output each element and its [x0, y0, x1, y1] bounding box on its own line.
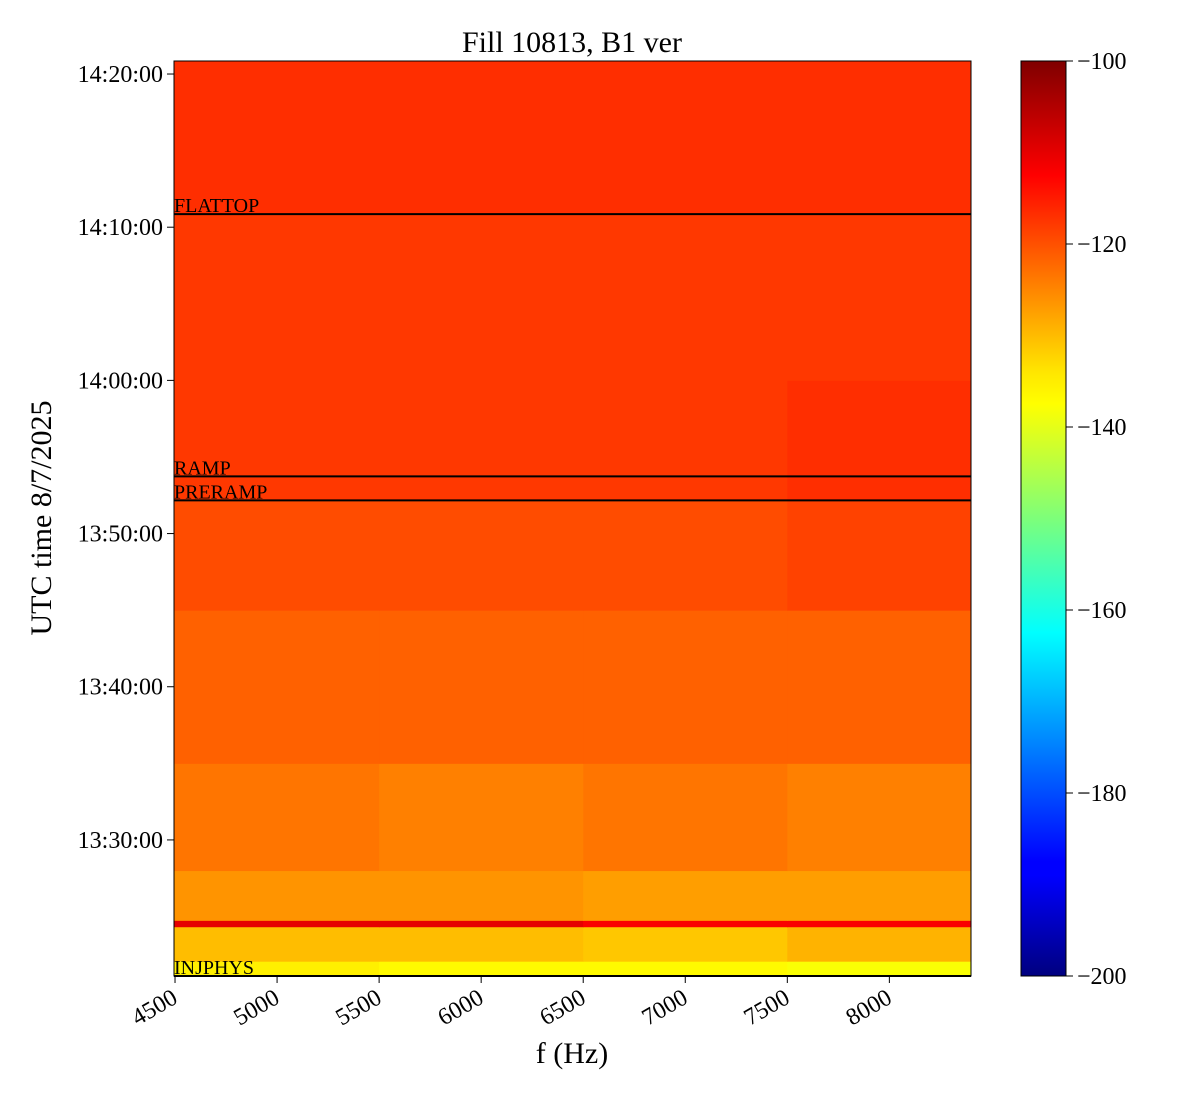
heatmap-cell: [174, 920, 380, 928]
heatmap-cell: [379, 214, 584, 381]
heatmap-cell: [787, 500, 971, 611]
y-tick-label: 14:20:00: [78, 62, 163, 88]
heatmap-cell: [379, 610, 584, 764]
heatmap-cell: [583, 61, 788, 215]
heatmap-cell: [379, 870, 584, 921]
heatmap-cell: [583, 500, 788, 611]
heatmap-cell: [787, 961, 971, 976]
heatmap-cell: [787, 214, 971, 381]
heatmap-cell: [787, 380, 971, 501]
y-tick-label: 14:00:00: [78, 368, 163, 394]
colorbar-frame: [1020, 60, 1067, 977]
heatmap-cell: [379, 763, 584, 872]
heatmap-cell: [583, 920, 788, 928]
colorbar-tick-label: −180: [1077, 781, 1127, 807]
x-tick-label: 6000: [434, 985, 489, 1032]
x-tick-label: 4500: [127, 985, 182, 1032]
heatmap-cell: [379, 500, 584, 611]
heatmap-cell: [379, 920, 584, 928]
colorbar-tick-label: −200: [1077, 964, 1127, 990]
heatmap-cell: [174, 380, 380, 501]
heatmap-cell: [583, 763, 788, 872]
heatmap-cell: [379, 380, 584, 501]
colorbar-tick-label: −120: [1077, 232, 1127, 258]
heatmap-cell: [174, 61, 380, 215]
heatmap: [174, 61, 971, 976]
phase-label: PRERAMP: [174, 481, 267, 503]
y-tick-label: 13:30:00: [78, 828, 163, 854]
y-tick-label: 13:40:00: [78, 675, 163, 701]
y-tick-label: 13:50:00: [78, 522, 163, 548]
heatmap-cell: [583, 870, 788, 921]
phase-label: RAMP: [174, 457, 231, 479]
heatmap-cell: [379, 961, 584, 976]
heatmap-cell: [174, 763, 380, 872]
heatmap-cell: [787, 763, 971, 872]
colorbar-tick-label: −160: [1077, 598, 1127, 624]
heatmap-cell: [174, 961, 380, 976]
heatmap-cell: [583, 380, 788, 501]
x-tick-label: 5500: [332, 985, 387, 1032]
heatmap-cell: [174, 500, 380, 611]
heatmap-cell: [379, 61, 584, 215]
plot-frame: [173, 60, 972, 977]
phase-label: FLATTOP: [174, 195, 259, 217]
heatmap-cell: [787, 920, 971, 928]
colorbar-tick-label: −100: [1077, 49, 1127, 75]
y-axis-label: UTC time 8/7/2025: [25, 401, 58, 636]
heatmap-cell: [174, 926, 380, 962]
x-tick-label: 7500: [740, 985, 795, 1032]
colorbar-tick-label: −140: [1077, 415, 1127, 441]
x-tick-label: 8000: [842, 985, 897, 1032]
phase-label: INJPHYS: [174, 957, 254, 979]
heatmap-cell: [174, 870, 380, 921]
heatmap-cell: [787, 870, 971, 921]
heatmap-cell: [583, 926, 788, 962]
chart-title: Fill 10813, B1 ver: [462, 26, 682, 59]
x-tick-label: 7000: [638, 985, 693, 1032]
heatmap-cell: [787, 610, 971, 764]
x-tick-label: 6500: [536, 985, 591, 1032]
colorbar: [1021, 61, 1066, 976]
heatmap-cell: [379, 926, 584, 962]
heatmap-cell: [787, 926, 971, 962]
heatmap-cell: [174, 610, 380, 764]
heatmap-cell: [787, 61, 971, 215]
heatmap-cell: [583, 610, 788, 764]
heatmap-cell: [583, 961, 788, 976]
y-tick-label: 14:10:00: [78, 215, 163, 241]
x-axis-label: f (Hz): [536, 1037, 608, 1070]
x-tick-label: 5000: [229, 985, 284, 1032]
heatmap-cell: [174, 214, 380, 381]
heatmap-cell: [583, 214, 788, 381]
